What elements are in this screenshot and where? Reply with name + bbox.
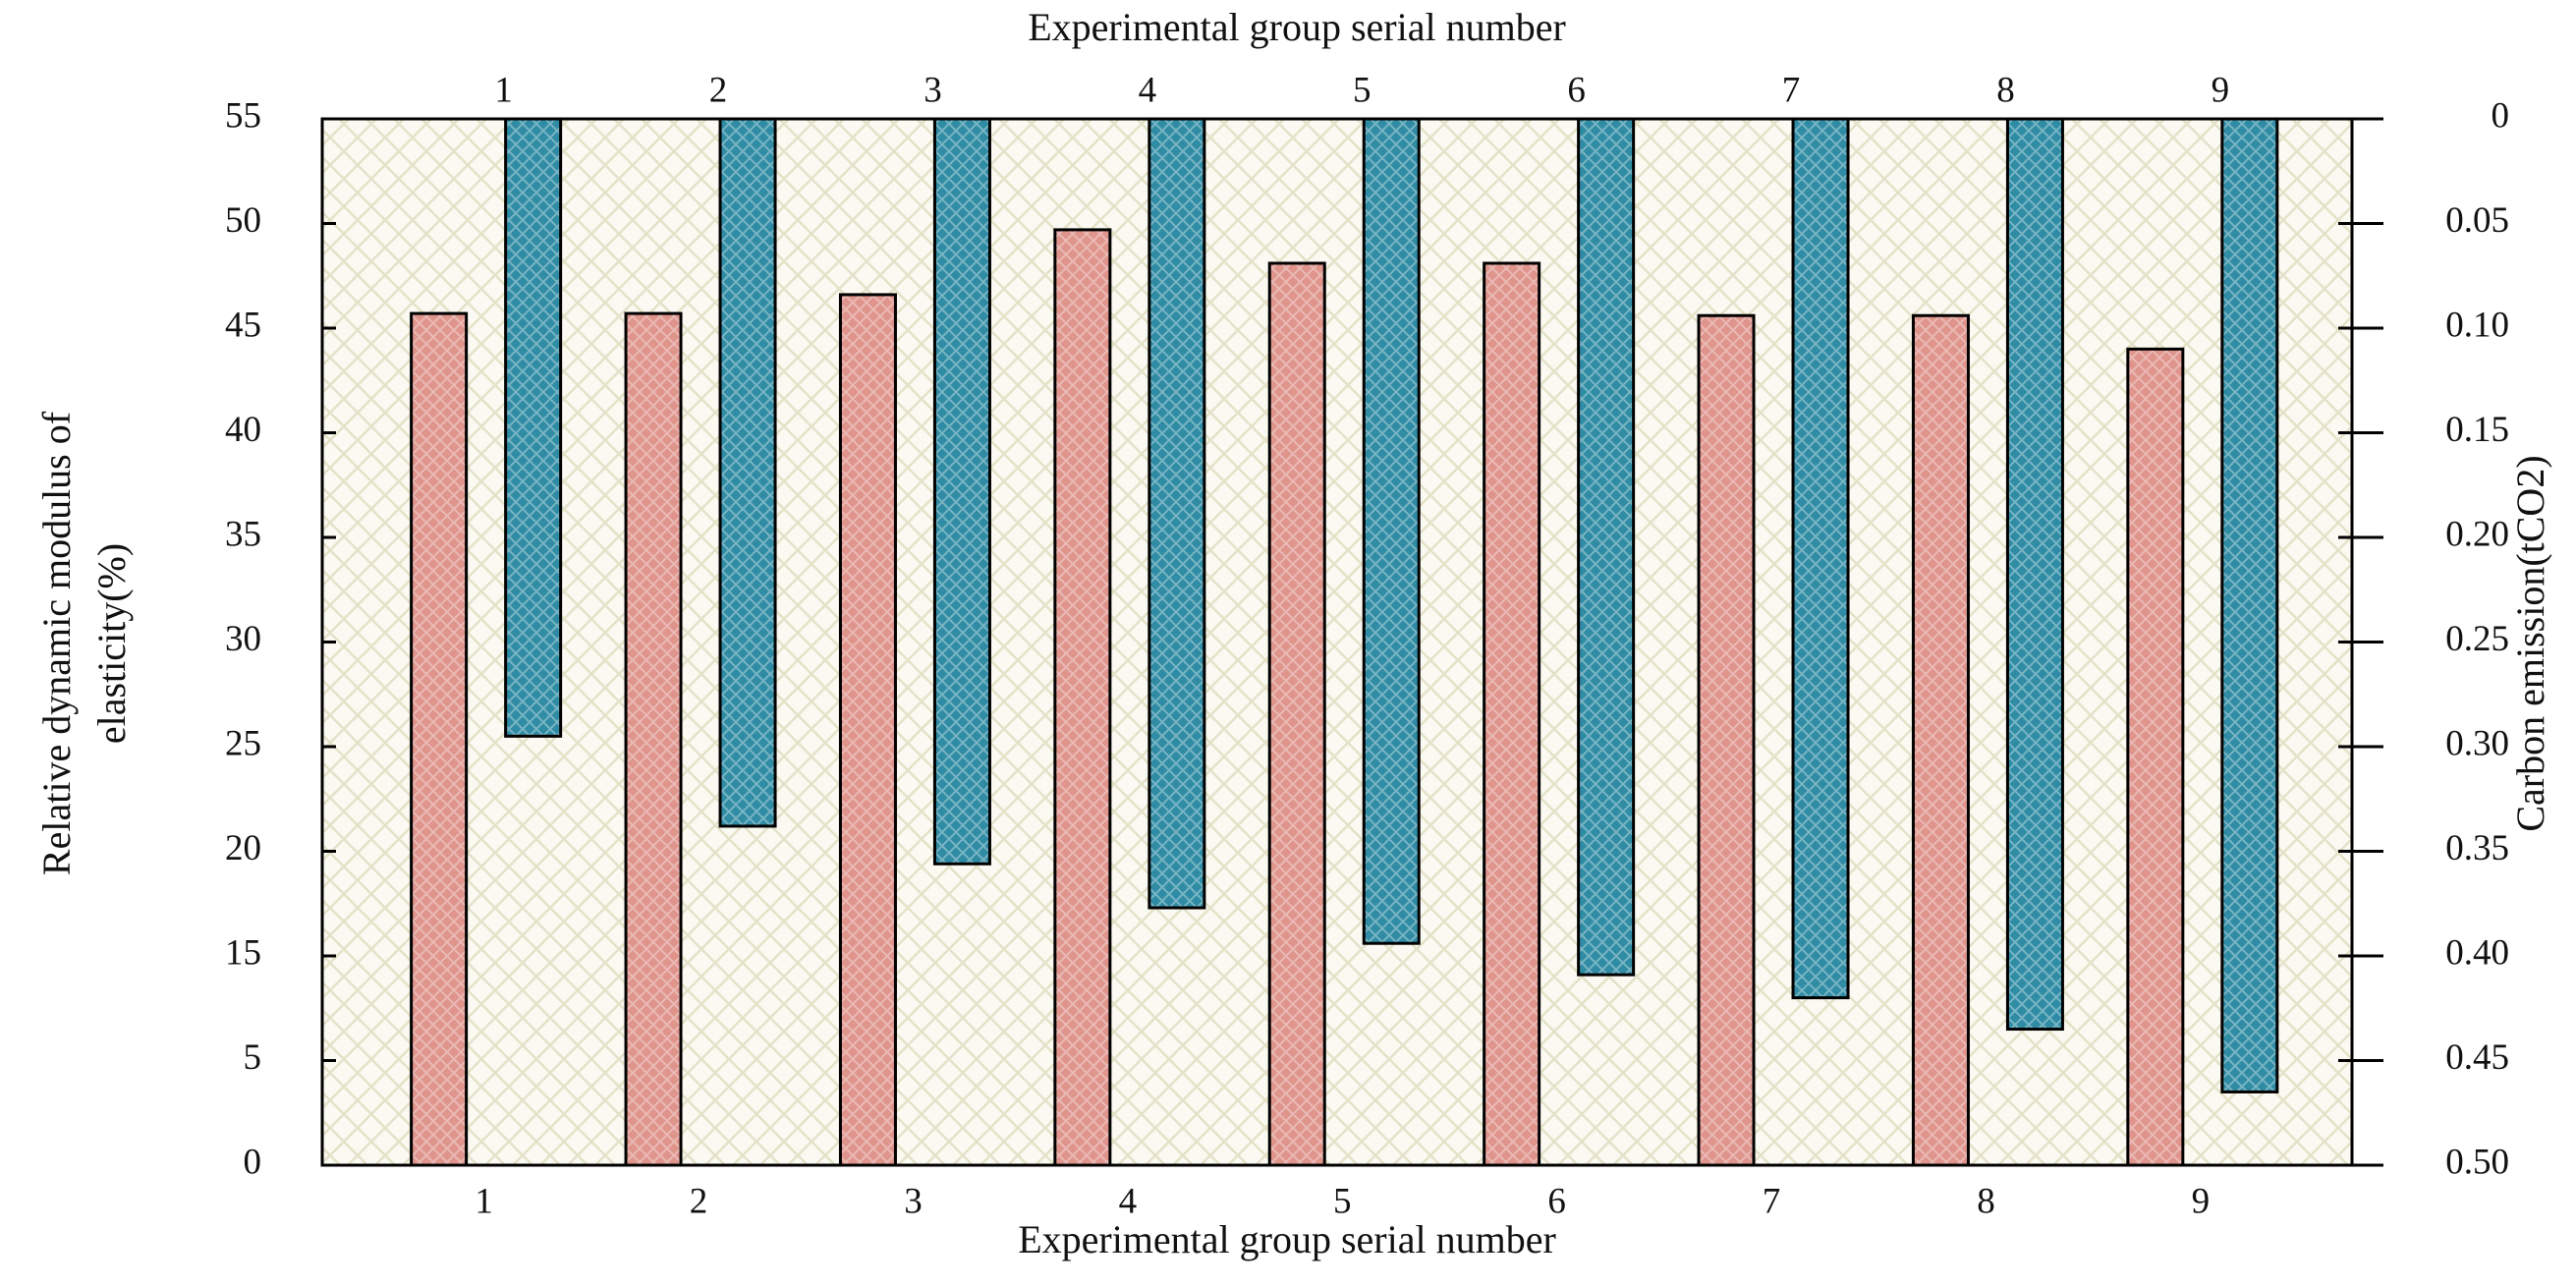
y2-tick-label: 0.25 [2445,619,2509,659]
bar [1053,228,1112,1167]
y-tick-label: 25 [225,723,261,763]
bar [1577,117,1636,977]
bar [2126,347,2185,1167]
x2-tick-label: 9 [2212,70,2230,110]
y-tick-label: 35 [225,514,261,554]
bar [1148,117,1206,910]
x2-tick-label: 4 [1139,70,1157,110]
y-axis-title: Relative dynamic modulus of [34,411,79,875]
y2-tick-label: 0.50 [2445,1142,2509,1182]
x-tick-label: 9 [2192,1181,2211,1221]
bar [1911,313,1970,1167]
bar [932,117,991,866]
x2-axis-title: Experimental group serial number [1028,5,1566,49]
y-tick-label: 50 [225,200,261,241]
bar [1267,261,1326,1167]
bar [718,117,777,828]
bar [2005,117,2064,1032]
x2-tick-label: 7 [1782,70,1801,110]
y-tick-label: 40 [225,410,261,450]
bar [1697,313,1756,1167]
y2-tick-label: 0.15 [2445,410,2509,450]
bar [1362,117,1421,945]
y2-tick-label: 0.40 [2445,932,2509,973]
bar [2220,117,2279,1093]
x2-tick-label: 2 [709,70,728,110]
y-tick-label: 0 [244,1142,262,1182]
bar [624,311,683,1167]
y2-tick-label: 0.30 [2445,723,2509,763]
x2-tick-label: 6 [1567,70,1586,110]
x2-tick-label: 1 [494,70,513,110]
x-tick-label: 1 [475,1181,493,1221]
y-tick-label: 55 [225,95,261,136]
x2-tick-label: 8 [1996,70,2015,110]
x-tick-label: 8 [1977,1181,1995,1221]
y2-tick-label: 0.35 [2445,828,2509,868]
bar [838,293,897,1167]
y2-tick-label: 0.20 [2445,514,2509,554]
x-tick-label: 7 [1763,1181,1781,1221]
x2-tick-label: 3 [924,70,942,110]
y-tick-label: 15 [225,932,261,973]
x-tick-label: 2 [690,1181,708,1221]
bar [1483,261,1541,1167]
x2-tick-label: 5 [1353,70,1372,110]
y-tick-label: 30 [225,619,261,659]
bar [410,311,469,1167]
y2-tick-label: 0.05 [2445,200,2509,241]
x-tick-label: 6 [1547,1181,1566,1221]
y2-axis-title: Carbon emission(tCO2) [2508,455,2552,831]
y2-tick-label: 0.45 [2445,1037,2509,1078]
x-tick-label: 3 [904,1181,923,1221]
y2-tick-label: 0 [2492,95,2510,136]
bar [1791,117,1850,1000]
y-tick-label: 45 [225,305,261,345]
y-tick-label: 5 [244,1037,262,1078]
x-tick-label: 5 [1333,1181,1352,1221]
x-axis-title: Experimental group serial number [1018,1217,1556,1261]
y2-tick-label: 0.10 [2445,305,2509,345]
x-tick-label: 4 [1119,1181,1138,1221]
bar [504,117,563,738]
y-tick-label: 20 [225,828,261,868]
y-axis-title: elasticity(%) [89,543,134,744]
